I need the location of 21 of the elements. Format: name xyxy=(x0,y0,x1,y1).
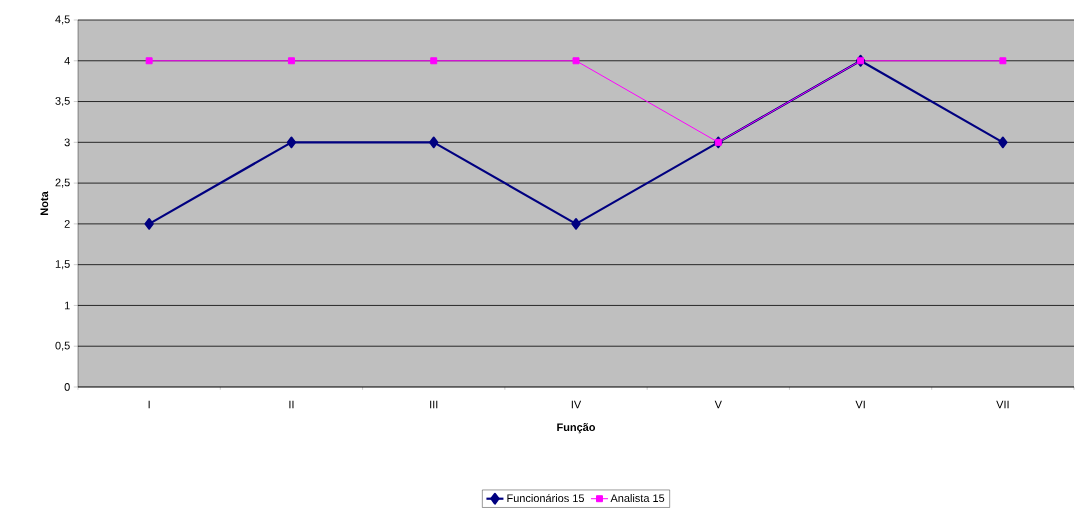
y-tick-label: 2 xyxy=(64,220,70,228)
legend-label: Funcionários 15 xyxy=(507,493,584,503)
x-tick-label: I xyxy=(148,400,150,409)
x-tick-label: III xyxy=(430,400,438,409)
y-tick-label: 4,5 xyxy=(55,15,70,25)
y-tick-label: 3 xyxy=(64,138,70,147)
x-tick-label: V xyxy=(714,400,722,409)
x-tick-label: VII xyxy=(996,400,1009,409)
y-tick-label: 1 xyxy=(64,301,70,310)
x-tick-label: VI xyxy=(855,400,865,409)
x-axis-title: Função xyxy=(557,423,596,434)
y-tick-label: 0,5 xyxy=(55,341,70,351)
y-tick-label: 1,5 xyxy=(55,260,70,270)
x-tick-label: IV xyxy=(571,400,582,409)
legend-label: Analista 15 xyxy=(610,494,665,503)
y-tick-label: 3,5 xyxy=(55,97,70,107)
x-tick-label: II xyxy=(289,400,294,409)
y-tick-label: 4 xyxy=(64,57,70,65)
y-tick-label: 0 xyxy=(64,383,70,391)
y-axis-title: Nota xyxy=(40,191,49,215)
y-tick-label: 2,5 xyxy=(55,178,70,188)
